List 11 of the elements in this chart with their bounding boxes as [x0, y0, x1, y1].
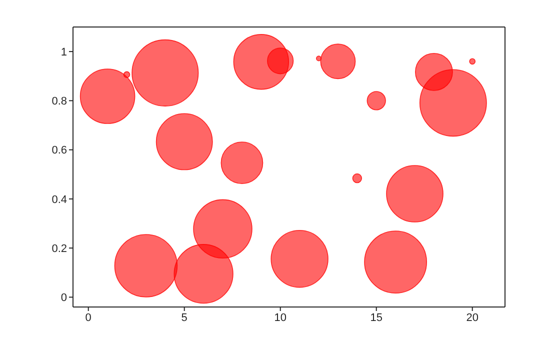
y-tick-label: 0.8 [52, 96, 67, 108]
x-tick-label: 5 [181, 312, 188, 324]
y-tick-label: 0.6 [52, 144, 67, 157]
x-tick-label: 10 [274, 312, 286, 324]
y-tick-label: 0 [60, 292, 67, 304]
y-tick-label: 0.4 [52, 194, 67, 206]
y-tick-label: 1 [60, 46, 67, 58]
x-tick-label: 15 [370, 312, 382, 324]
x-tick-label: 20 [466, 312, 478, 324]
y-tick-label: 0.2 [52, 242, 67, 255]
x-tick-label: 0 [85, 312, 92, 324]
